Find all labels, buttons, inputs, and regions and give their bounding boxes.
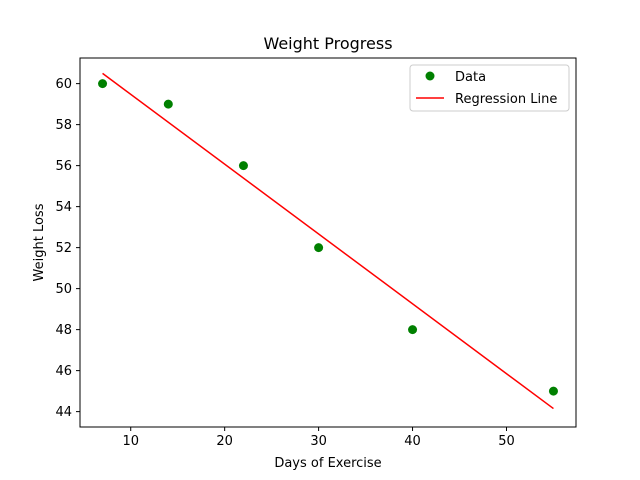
legend-data-label: Data [455,70,486,85]
regression-line [102,72,554,410]
y-tick-label: 50 [55,282,72,297]
data-point [238,161,248,171]
data-point [314,243,324,253]
x-tick-label: 30 [310,434,327,449]
data-point [548,386,558,396]
chart-title: Weight Progress [263,34,392,53]
x-tick-label: 20 [216,434,233,449]
x-axis-label: Days of Exercise [274,456,381,471]
plot-frame [79,57,577,428]
y-tick-label: 56 [55,159,72,174]
y-tick-label: 60 [55,77,72,92]
data-point [163,99,173,109]
data-point [408,325,418,335]
data-point [98,79,108,89]
legend-data-marker [425,71,435,81]
y-tick-label: 54 [55,200,72,215]
legend-regression-label: Regression Line [455,92,557,107]
y-tick-label: 44 [55,405,72,420]
y-tick-label: 52 [55,241,72,256]
x-tick-label: 40 [404,434,421,449]
y-axis-label: Weight Loss [32,203,47,281]
x-tick-label: 10 [122,434,139,449]
x-tick-label: 50 [498,434,515,449]
y-tick-label: 46 [55,364,72,379]
legend-frame [409,64,570,112]
legend: Data Regression Line [409,64,570,112]
y-tick-label: 48 [55,323,72,338]
y-tick-label: 58 [55,118,72,133]
